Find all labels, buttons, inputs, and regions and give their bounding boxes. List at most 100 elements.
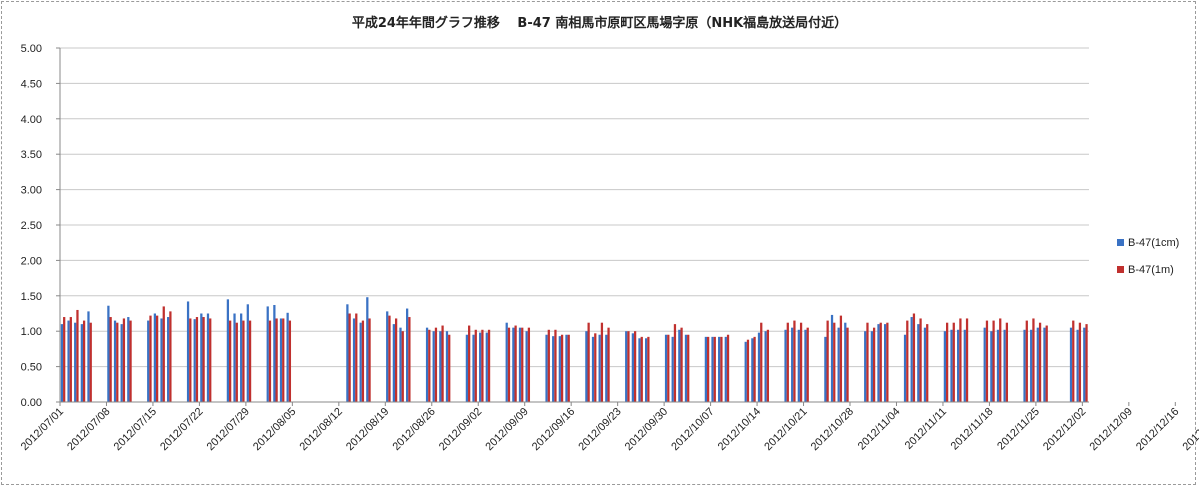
- bar-1cm: [585, 331, 588, 402]
- bar-1cm: [233, 313, 236, 402]
- bar-1cm: [479, 332, 482, 402]
- bar-1cm: [884, 324, 887, 402]
- x-tick-label: 2012/12/02: [1041, 406, 1088, 453]
- bar-1cm: [671, 336, 674, 402]
- bar-1m: [394, 318, 398, 402]
- bar-1cm: [784, 329, 787, 402]
- bar-1m: [554, 329, 557, 402]
- bar-1m: [288, 320, 292, 402]
- bar-1m: [720, 336, 723, 402]
- legend: B-47(1cm) B-47(1m): [1117, 237, 1179, 276]
- bar-1m: [235, 322, 238, 402]
- legend-swatch: [1117, 239, 1124, 246]
- bar-1cm: [153, 313, 156, 402]
- bar-1cm: [645, 338, 648, 402]
- bar-1cm: [744, 341, 747, 402]
- bar-1m: [202, 317, 205, 402]
- bar-1cm: [1036, 327, 1039, 402]
- bar-1cm: [439, 331, 442, 402]
- bar-1cm: [80, 324, 83, 402]
- bar-1cm: [352, 318, 356, 402]
- bar-1m: [872, 327, 876, 402]
- bar-1m: [879, 322, 882, 402]
- bar-1cm: [996, 329, 1000, 402]
- bar-1cm: [910, 317, 913, 402]
- bar-1cm: [226, 299, 230, 402]
- bar-1cm: [399, 327, 402, 402]
- bar-1m: [122, 318, 126, 402]
- bar-1cm: [87, 311, 90, 402]
- bar-1cm: [664, 334, 668, 402]
- bar-1m: [468, 325, 471, 402]
- bar-1m: [109, 317, 112, 402]
- bar-1cm: [432, 331, 435, 402]
- bar-1m: [713, 336, 716, 402]
- bar-1m: [129, 320, 132, 402]
- x-tick-label: 2012/08/05: [251, 406, 298, 453]
- bar-1cm: [240, 313, 243, 402]
- bar-1m: [441, 325, 444, 402]
- bar-1cm: [837, 327, 840, 402]
- bar-1cm: [425, 327, 429, 402]
- bar-1m: [886, 322, 889, 402]
- bar-1cm: [950, 329, 953, 402]
- bar-1m: [806, 327, 809, 402]
- bar-1m: [514, 325, 517, 402]
- bar-1cm: [830, 314, 834, 402]
- x-tick-label: 2012/08/26: [390, 406, 437, 453]
- bar-1cm: [485, 332, 488, 402]
- x-tick-label: 2012/11/25: [995, 406, 1042, 453]
- y-tick-label: 3.00: [21, 185, 42, 197]
- bar-1m: [169, 311, 172, 402]
- x-tick-label: 2012/07/29: [205, 406, 252, 453]
- bar-1m: [76, 309, 79, 402]
- x-tick-label: 2012/11/18: [949, 406, 996, 453]
- bar-1cm: [757, 332, 761, 402]
- bar-1m: [919, 318, 922, 402]
- bar-1cm: [824, 336, 827, 402]
- y-tick-label: 2.50: [21, 220, 42, 232]
- bar-1cm: [445, 331, 449, 402]
- y-tick-label: 4.50: [21, 78, 42, 90]
- x-tick-label: 2012/12/09: [1088, 406, 1135, 453]
- bar-1m: [746, 339, 750, 402]
- bar-1m: [680, 327, 683, 402]
- bar-1cm: [120, 324, 123, 402]
- bar-1m: [965, 318, 969, 402]
- bar-1m: [189, 318, 192, 402]
- bar-1m: [799, 322, 803, 402]
- y-tick-label: 1.50: [21, 291, 42, 303]
- bar-1m: [673, 324, 677, 402]
- y-tick-label: 2.00: [21, 255, 42, 267]
- bar-1cm: [684, 334, 688, 402]
- bar-1cm: [804, 329, 807, 402]
- bar-1m: [760, 322, 763, 402]
- bar-1m: [906, 320, 909, 402]
- bar-1m: [388, 315, 391, 402]
- bar-1cm: [718, 336, 721, 402]
- bar-1cm: [505, 322, 508, 402]
- bar-1cm: [558, 336, 561, 402]
- bar-1cm: [359, 322, 362, 402]
- bar-1m: [999, 318, 1002, 402]
- legend-label: B-47(1m): [1128, 264, 1174, 276]
- bar-1m: [647, 336, 650, 402]
- bar-1m: [866, 322, 869, 402]
- bar-1m: [474, 329, 477, 402]
- bar-1m: [156, 315, 159, 402]
- bar-1m: [209, 318, 212, 402]
- bar-1cm: [903, 334, 907, 402]
- x-tick-label: 2012/10/14: [716, 406, 763, 453]
- bar-1m: [428, 329, 431, 402]
- bar-1cm: [844, 322, 847, 402]
- bar-1cm: [127, 317, 130, 402]
- bar-1m: [946, 322, 949, 402]
- bar-1cm: [877, 324, 880, 402]
- bar-1cm: [764, 331, 767, 402]
- bar-1cm: [990, 331, 993, 402]
- bar-1m: [912, 313, 916, 402]
- bar-1cm: [625, 331, 628, 402]
- bar-1m: [793, 320, 796, 402]
- y-axis-ticks: 0.00 0.50 1.00 1.50 2.00 2.50 3.00 3.50 4.00 4.50…: [21, 43, 60, 409]
